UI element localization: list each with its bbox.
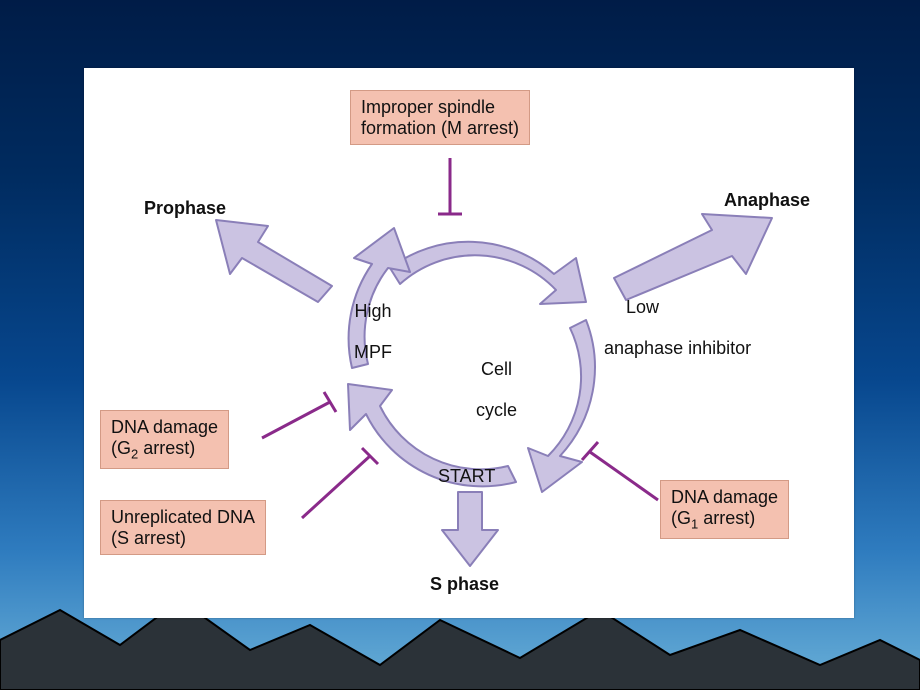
label-mpf: MPF (354, 342, 392, 362)
checkpoint-g2-arrest: DNA damage (G2 arrest) (100, 410, 229, 469)
label-start: START (438, 466, 495, 487)
label-s-phase: S phase (430, 574, 499, 595)
checkpoint-g2-l2: (G2 arrest) (111, 438, 195, 458)
checkpoint-m-l2: formation (M arrest) (361, 118, 519, 138)
checkpoint-m-l1: Improper spindle (361, 97, 495, 117)
label-high-mpf: High MPF (324, 280, 392, 383)
checkpoint-m-arrest: Improper spindle formation (M arrest) (350, 90, 530, 145)
label-anaphase: Anaphase (724, 190, 810, 211)
checkpoint-g1-arrest: DNA damage (G1 arrest) (660, 480, 789, 539)
label-low-anaphase-inhibitor: Low anaphase inhibitor (574, 276, 751, 379)
label-prophase: Prophase (144, 198, 226, 219)
label-high: High (355, 301, 392, 321)
checkpoint-g1-l1: DNA damage (671, 487, 778, 507)
checkpoint-s-arrest: Unreplicated DNA (S arrest) (100, 500, 266, 555)
checkpoint-g2-l1: DNA damage (111, 417, 218, 437)
label-cycle: cycle (476, 400, 517, 420)
checkpoint-g1-l2: (G1 arrest) (671, 508, 755, 528)
label-cell-cycle: Cell cycle (446, 338, 517, 441)
label-low: Low (604, 297, 659, 317)
diagram-panel: Improper spindle formation (M arrest) DN… (84, 68, 854, 618)
label-anaphase-inhibitor: anaphase inhibitor (604, 338, 751, 358)
checkpoint-s-l1: Unreplicated DNA (111, 507, 255, 527)
label-cell: Cell (481, 359, 512, 379)
cell-cycle-diagram: Improper spindle formation (M arrest) DN… (84, 68, 854, 618)
checkpoint-s-l2: (S arrest) (111, 528, 186, 548)
